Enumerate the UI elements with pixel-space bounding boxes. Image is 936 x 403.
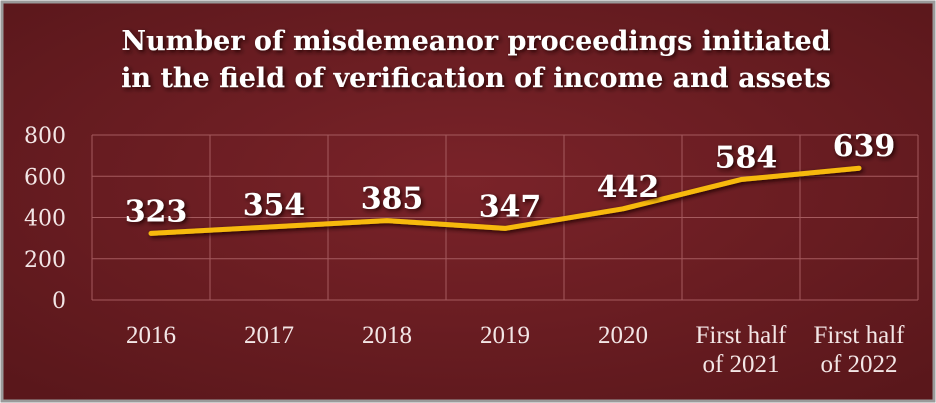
y-tick-label: 800	[24, 124, 66, 149]
data-label: 354	[243, 188, 306, 223]
x-tick-label: 2017	[244, 322, 294, 349]
x-tick-label: 2016	[126, 322, 176, 349]
chart-title: in the field of verification of income a…	[121, 63, 831, 94]
x-tick-label: 2019	[480, 322, 530, 349]
x-tick-label: 2020	[598, 322, 648, 349]
data-label: 639	[833, 129, 896, 164]
x-tick-label: 2018	[362, 322, 412, 349]
y-tick-label: 600	[24, 165, 66, 190]
data-label: 323	[125, 194, 188, 229]
data-label: 385	[361, 182, 424, 217]
x-tick-label: First half of 2022	[813, 322, 905, 378]
chart-title: Number of misdemeanor proceedings initia…	[121, 26, 830, 57]
data-label: 584	[715, 141, 778, 176]
y-tick-label: 200	[24, 248, 66, 273]
x-tick-label: First half of 2021	[695, 322, 787, 378]
data-label: 442	[597, 170, 660, 205]
y-tick-label: 0	[52, 289, 66, 314]
data-label: 347	[479, 189, 542, 224]
y-tick-label: 400	[24, 207, 66, 232]
line	[148, 165, 862, 236]
